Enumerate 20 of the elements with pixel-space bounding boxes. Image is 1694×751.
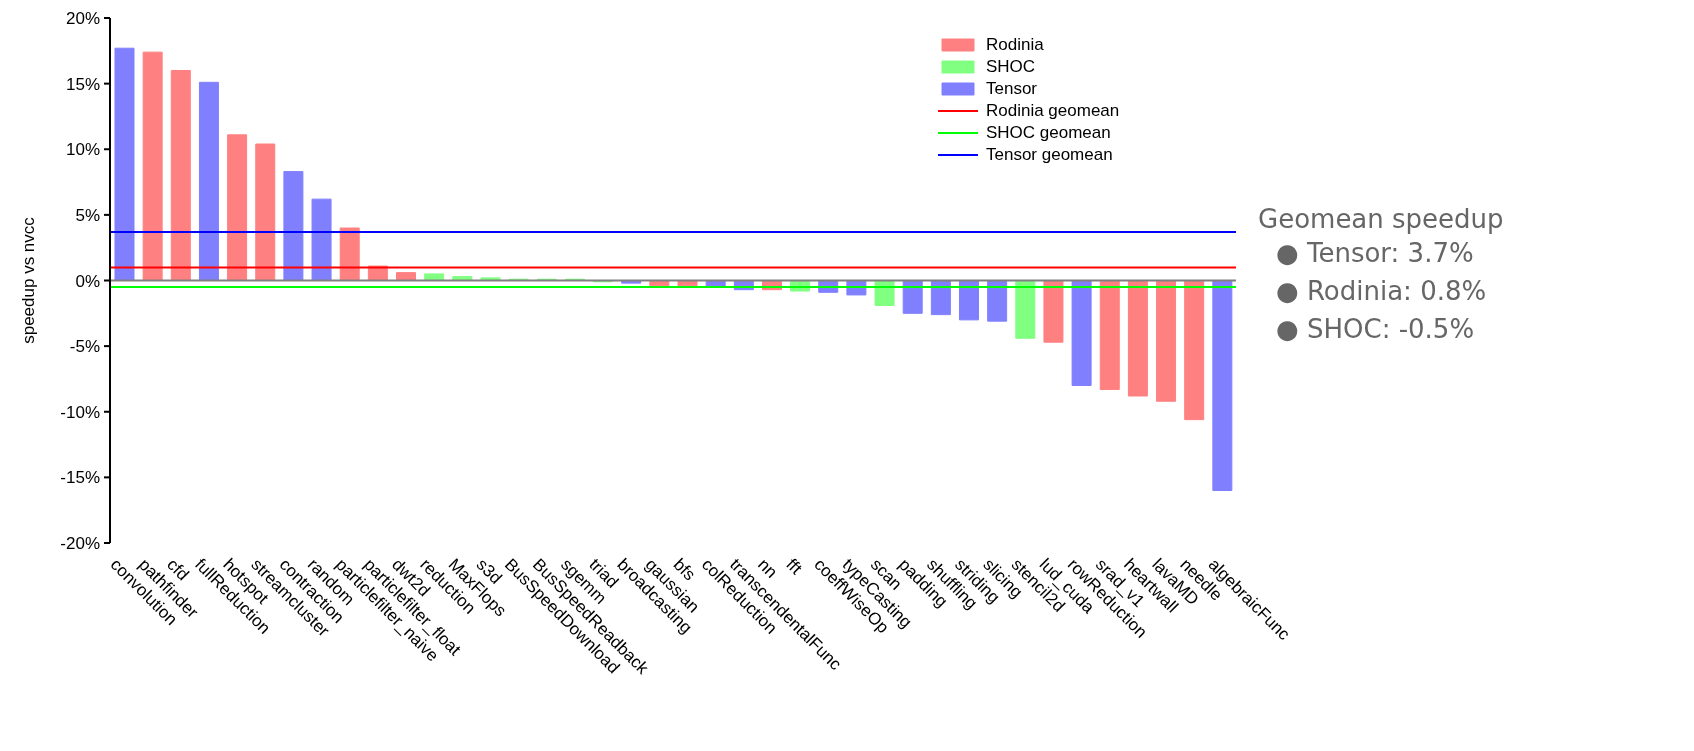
legend-label: Rodinia xyxy=(986,35,1044,55)
legend-label: SHOC geomean xyxy=(986,123,1111,143)
y-axis-title: speedup vs nvcc xyxy=(19,216,39,344)
y-tick-label: -5% xyxy=(69,337,100,357)
y-tick-label: 15% xyxy=(65,74,100,94)
y-tick-label: 20% xyxy=(65,9,100,29)
text: ● Rodinia: 0.8% xyxy=(1276,275,1488,308)
y-tick-label: 0% xyxy=(75,271,100,291)
y-tick-label: 5% xyxy=(75,205,100,225)
legend-label: Tensor xyxy=(986,79,1038,99)
y-tick-label: -15% xyxy=(60,468,100,488)
legend-label: Rodinia geomean xyxy=(986,101,1120,121)
y-tick-label: -10% xyxy=(60,402,100,422)
text: ● Tensor: 3.7% xyxy=(1276,237,1475,270)
text: Geomean speedup xyxy=(1258,204,1504,234)
y-tick-label: -20% xyxy=(60,534,100,554)
legend-label: Tensor geomean xyxy=(986,145,1113,165)
text: ● SHOC: -0.5% xyxy=(1276,313,1476,346)
y-tick-label: 10% xyxy=(65,140,100,160)
legend-label: SHOC xyxy=(986,57,1036,77)
